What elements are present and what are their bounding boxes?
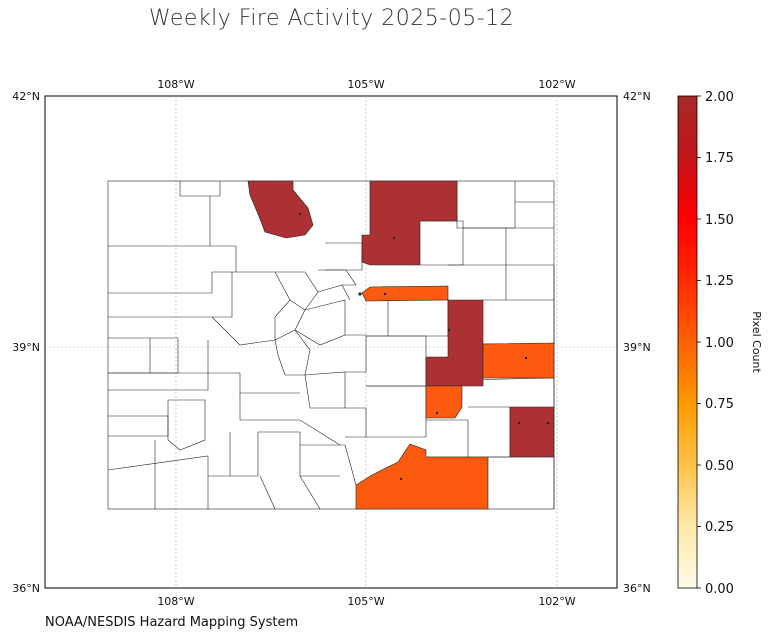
- fire-point: [392, 236, 396, 240]
- fire-point: [435, 411, 439, 415]
- colorbar: [677, 95, 698, 589]
- county-outline: [108, 272, 233, 318]
- colorbar-ticks: [697, 95, 701, 589]
- fire-point: [524, 356, 528, 360]
- county-fill-adams-strip[interactable]: [361, 285, 449, 302]
- lon-tick-top: 102°W: [538, 78, 575, 91]
- colorbar-tick-label: 1.00: [705, 336, 734, 351]
- colorbar-label: Pixel Count: [750, 311, 763, 373]
- fire-point: [298, 212, 302, 216]
- map-frame: [44, 95, 618, 589]
- county-outline: [514, 181, 554, 228]
- fire-point: [383, 292, 387, 296]
- colorbar-tick-label: 0.75: [705, 397, 734, 412]
- county-outline: [239, 393, 341, 446]
- colorbar-tick-label: 0.00: [705, 582, 734, 597]
- county-fill-weld[interactable]: [361, 180, 458, 266]
- fire-point: [358, 292, 362, 296]
- colorbar-tick-label: 2.00: [705, 90, 734, 105]
- county-outline: [108, 372, 209, 391]
- lon-tick-bottom: 105°W: [347, 595, 384, 608]
- lat-tick-right: 42°N: [623, 90, 651, 103]
- fire-point: [447, 328, 451, 332]
- fire-counties: [247, 180, 555, 510]
- county-outline: [211, 316, 276, 346]
- lat-tick-right: 36°N: [623, 582, 651, 595]
- fire-point: [517, 421, 521, 425]
- county-lines: [107, 180, 555, 510]
- county-outline: [236, 271, 291, 318]
- county-outline: [318, 269, 357, 286]
- lon-tick-bottom: 102°W: [538, 595, 575, 608]
- county-outline: [167, 399, 206, 451]
- colorbar-tick-label: 1.75: [705, 151, 734, 166]
- county-outline: [107, 455, 209, 509]
- lat-tick-right: 39°N: [623, 341, 651, 354]
- lat-tick-left: 42°N: [12, 90, 40, 103]
- county-outline: [294, 299, 346, 346]
- county-outline: [299, 475, 321, 510]
- lon-tick-top: 108°W: [157, 78, 194, 91]
- lon-tick-top: 105°W: [347, 78, 384, 91]
- source-credit: NOAA/NESDIS Hazard Mapping System: [45, 615, 299, 630]
- county-fill-prowers[interactable]: [509, 406, 555, 458]
- colorbar-tick-label: 0.50: [705, 459, 734, 474]
- county-outline: [345, 407, 367, 438]
- county-fill-crowley[interactable]: [425, 385, 463, 419]
- county-outline: [345, 334, 367, 373]
- fire-point: [546, 421, 550, 425]
- county-outline: [300, 444, 357, 486]
- county-outline: [448, 264, 555, 300]
- fire-detections: [298, 212, 550, 481]
- lat-tick-left: 39°N: [12, 341, 40, 354]
- colorbar-tick-label: 1.50: [705, 213, 734, 228]
- lat-tick-left: 36°N: [12, 582, 40, 595]
- lon-tick-bottom: 108°W: [157, 595, 194, 608]
- county-outline: [108, 245, 237, 294]
- fire-point: [399, 477, 403, 481]
- colorbar-tick-label: 1.25: [705, 274, 734, 289]
- county-outline: [259, 475, 276, 510]
- county-fill-kit-carson[interactable]: [482, 342, 555, 379]
- county-fill-larimer-west[interactable]: [247, 180, 314, 239]
- colorbar-tick-label: 0.25: [705, 520, 734, 535]
- map-title: Weekly Fire Activity 2025-05-12: [148, 6, 515, 31]
- county-fill-las-animas[interactable]: [355, 443, 489, 510]
- county-outline: [179, 181, 221, 197]
- county-outline: [208, 431, 340, 477]
- county-outline: [207, 340, 300, 394]
